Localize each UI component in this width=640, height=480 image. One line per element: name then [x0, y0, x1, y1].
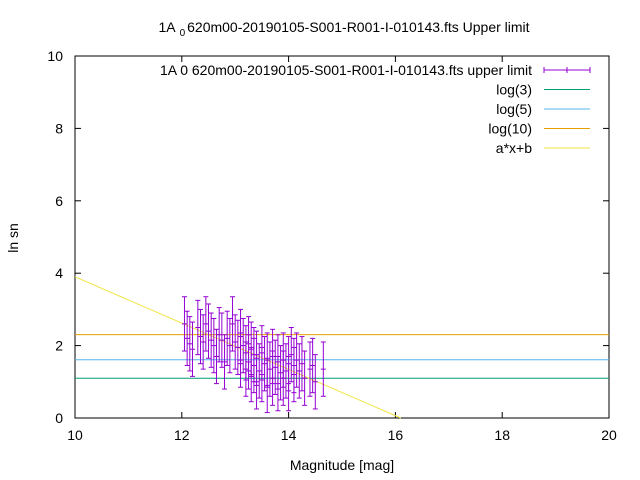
legend-label: a*x+b — [496, 140, 532, 156]
y-tick-labels: 0 2 4 6 8 10 — [47, 48, 63, 426]
data-point — [291, 337, 297, 394]
data-point — [181, 296, 187, 352]
data-point — [283, 343, 289, 399]
data-point — [262, 336, 268, 392]
data-point — [286, 355, 292, 412]
y-tick-label: 6 — [55, 193, 63, 209]
legend-label: 1A 0 620m00-20190105-S001-R001-I-010143.… — [160, 62, 532, 78]
y-tick-label: 0 — [55, 410, 63, 426]
data-point — [208, 312, 214, 368]
x-axis-label: Magnitude [mag] — [290, 457, 394, 473]
y-axis-label: ln sn — [5, 223, 21, 253]
data-point — [227, 317, 233, 374]
legend-label: log(10) — [488, 121, 532, 137]
legend-label: log(3) — [496, 82, 532, 98]
data-point — [222, 334, 228, 390]
data-point — [238, 332, 244, 388]
data-point — [296, 343, 302, 399]
y-tick-label: 8 — [55, 120, 63, 136]
data-point — [248, 346, 254, 403]
x-tick-label: 20 — [601, 427, 617, 443]
data-point — [312, 354, 318, 410]
data-point — [280, 350, 286, 406]
x-tick-label: 14 — [281, 427, 297, 443]
data-point — [200, 314, 206, 370]
axis-ticks — [74, 55, 610, 419]
data-point — [246, 334, 252, 390]
data-point — [267, 341, 273, 397]
data-point — [299, 336, 305, 392]
data-point — [320, 341, 326, 397]
x-tick-label: 10 — [67, 427, 83, 443]
y-tick-label: 10 — [47, 48, 63, 64]
data-point — [216, 307, 222, 363]
data-point — [288, 327, 294, 383]
data-point — [310, 337, 316, 394]
data-point — [219, 312, 225, 368]
data-point — [195, 299, 201, 356]
data-point — [203, 296, 209, 352]
data-point — [307, 341, 313, 397]
data-point — [197, 308, 203, 365]
reference-lines — [74, 276, 609, 419]
plot-frame — [74, 55, 610, 419]
data-point — [224, 310, 230, 367]
legend-item: a*x+b — [496, 140, 590, 156]
legend-item: 1A 0 620m00-20190105-S001-R001-I-010143.… — [160, 62, 591, 78]
data-point — [264, 357, 270, 414]
data-point — [211, 317, 217, 374]
data-point — [184, 310, 190, 367]
data-point — [259, 346, 265, 403]
data-point — [206, 303, 211, 359]
legend-item: log(3) — [496, 82, 590, 98]
data-point — [230, 296, 236, 352]
data-point — [270, 350, 276, 406]
legend-item: log(5) — [496, 101, 590, 117]
data-point — [240, 317, 246, 374]
x-tick-labels: 10 12 14 16 18 20 — [67, 427, 617, 443]
data-point — [272, 339, 278, 395]
data-point — [235, 319, 241, 376]
x-tick-label: 18 — [494, 427, 510, 443]
data-point — [232, 314, 238, 370]
data-point — [251, 337, 257, 394]
chart-title: 1A 0 620m00-20190105-S001-R001-I-010143.ft… — [158, 19, 529, 39]
data-point — [256, 343, 262, 399]
legend-item: log(10) — [488, 121, 590, 137]
data-point — [214, 328, 220, 385]
data-point — [294, 332, 300, 388]
y-tick-label: 2 — [55, 338, 63, 354]
legend-label: log(5) — [496, 101, 532, 117]
data-point — [278, 345, 284, 401]
data-point — [187, 316, 193, 372]
data-point — [243, 341, 249, 397]
data-point — [189, 321, 195, 377]
data-point — [302, 350, 308, 406]
y-tick-label: 4 — [55, 265, 63, 281]
legend: 1A 0 620m00-20190105-S001-R001-I-010143.… — [160, 62, 591, 156]
x-tick-label: 16 — [388, 427, 404, 443]
data-point — [275, 355, 281, 412]
data-point — [254, 354, 260, 410]
error-bar-series — [181, 296, 326, 414]
x-tick-label: 12 — [174, 427, 190, 443]
